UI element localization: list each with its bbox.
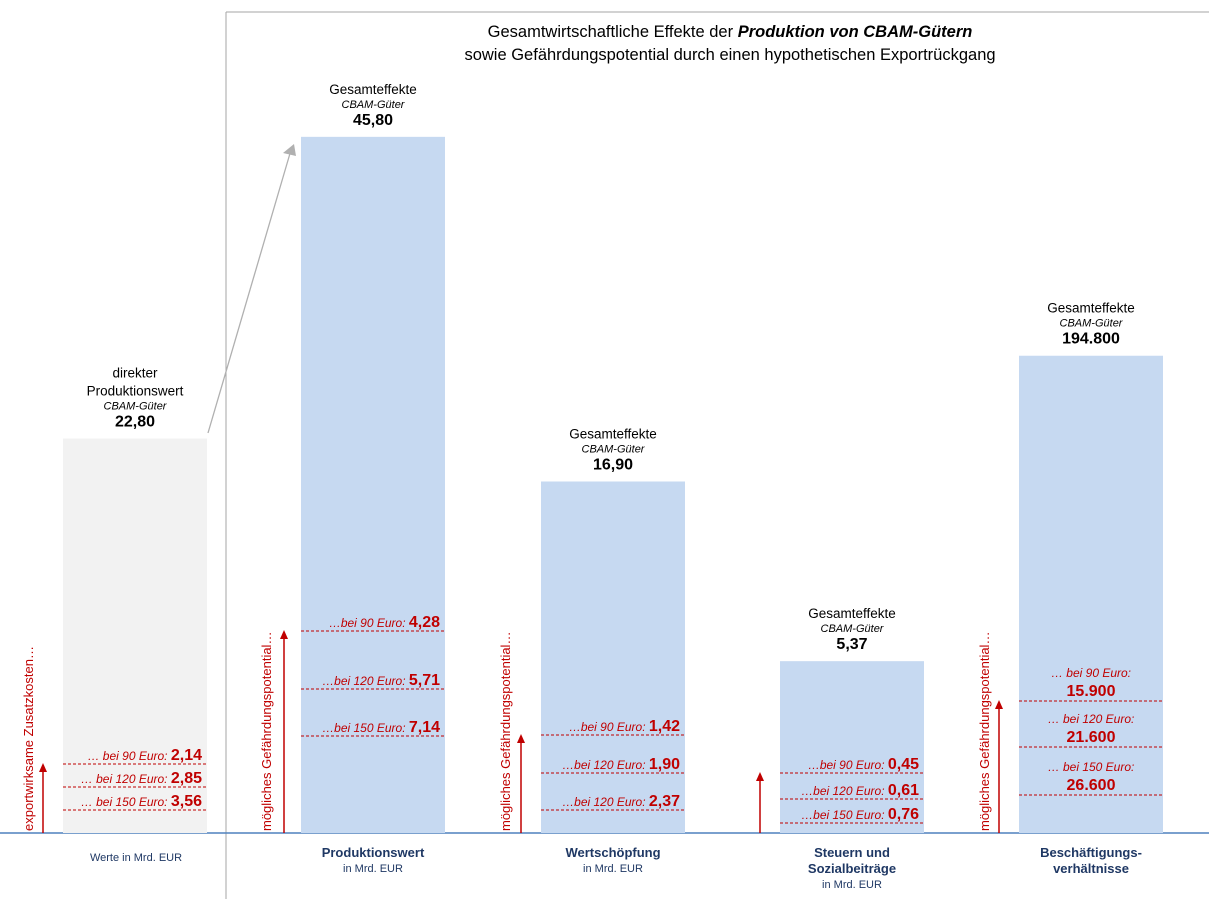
scenario-text: …bei 90 Euro:	[329, 616, 409, 630]
bar-header-direct: Produktionswert	[87, 384, 184, 399]
scenario-value: 1,90	[649, 756, 680, 773]
bar-value-steuern: 5,37	[836, 636, 867, 653]
scenario-text: …bei 120 Euro:	[562, 758, 649, 772]
bar-value-wertschoepfung: 16,90	[593, 456, 633, 473]
bar-sub-wertschoepfung: CBAM-Güter	[582, 443, 646, 455]
bar-header-direct: direkter	[112, 366, 158, 381]
arrow-head-wertschoepfung	[517, 734, 525, 743]
chart-title-emphasis: Produktion von CBAM-Gütern	[738, 23, 973, 41]
bar-sub-produktionswert: CBAM-Güter	[342, 99, 406, 111]
bar-produktionswert	[301, 136, 445, 834]
chart-title-prefix: Gesamtwirtschaftliche Effekte der	[488, 23, 738, 41]
unit-label-steuern: in Mrd. EUR	[822, 879, 882, 891]
scenario-text: …bei 90 Euro:	[569, 720, 649, 734]
scenario-text: …bei 90 Euro:	[808, 758, 888, 772]
scenario-value: 5,71	[409, 672, 440, 689]
scenario-value: 3,56	[171, 793, 202, 810]
scenario-value: 0,45	[888, 756, 919, 773]
scenario-label-beschaeftigung: … bei 120 Euro:	[1048, 712, 1135, 726]
bar-header-wertschoepfung: Gesamteffekte	[569, 426, 657, 441]
scenario-value-beschaeftigung: 21.600	[1067, 729, 1116, 746]
bar-header-beschaeftigung: Gesamteffekte	[1047, 301, 1135, 316]
scenario-value-beschaeftigung: 15.900	[1067, 683, 1116, 700]
scenario-text: … bei 120 Euro:	[81, 772, 171, 786]
bar-sub-beschaeftigung: CBAM-Güter	[1060, 318, 1124, 330]
scenario-label-wertschoepfung: …bei 120 Euro: 2,37	[562, 793, 680, 810]
bars-layer: 22,80CBAM-GüterProduktionswertdirekter… …	[21, 82, 1163, 891]
scenario-value: 0,61	[888, 782, 919, 799]
bar-value-direct: 22,80	[115, 414, 155, 431]
bar-value-beschaeftigung: 194.800	[1062, 331, 1120, 348]
side-label-direct: exportwirksame Zusatzkosten…	[21, 646, 36, 831]
category-label-steuern: Sozialbeiträge	[808, 861, 896, 876]
scenario-text: …bei 120 Euro:	[322, 674, 409, 688]
scenario-text: …bei 120 Euro:	[562, 795, 649, 809]
scenario-label-produktionswert: …bei 120 Euro: 5,71	[322, 672, 440, 689]
unit-label-produktionswert: in Mrd. EUR	[343, 863, 403, 875]
scenario-value: 2,37	[649, 793, 680, 810]
side-label-beschaeftigung: mögliches Gefährdungspotential…	[977, 632, 992, 831]
scenario-label-steuern: …bei 90 Euro: 0,45	[808, 756, 919, 773]
connector-arrow	[207, 149, 292, 434]
scenario-label-produktionswert: …bei 90 Euro: 4,28	[329, 614, 440, 631]
units-note: Werte in Mrd. EUR	[90, 852, 182, 864]
category-label-steuern: Steuern und	[814, 845, 890, 860]
category-label-wertschoepfung: Wertschöpfung	[565, 845, 660, 860]
bar-direct	[63, 438, 207, 833]
scenario-label-wertschoepfung: …bei 90 Euro: 1,42	[569, 718, 680, 735]
category-label-beschaeftigung: Beschäftigungs-	[1040, 845, 1142, 860]
bar-sub-direct: CBAM-Güter	[104, 401, 168, 413]
bar-beschaeftigung	[1019, 355, 1163, 833]
chart-title-line-1: Gesamtwirtschaftliche Effekte der Produk…	[488, 23, 973, 41]
scenario-label-steuern: …bei 120 Euro: 0,61	[801, 782, 919, 799]
scenario-label-direct: … bei 90 Euro: 2,14	[87, 747, 202, 764]
scenario-value: 1,42	[649, 718, 680, 735]
arrow-head-steuern	[756, 772, 764, 781]
bar-steuern	[780, 661, 924, 833]
side-label-wertschoepfung: mögliches Gefährdungspotential…	[498, 632, 513, 831]
scenario-text: … bei 150 Euro:	[81, 795, 171, 809]
arrow-head-direct	[39, 763, 47, 772]
bar-wertschoepfung	[541, 481, 685, 833]
scenario-text: …bei 150 Euro:	[801, 808, 888, 822]
category-label-beschaeftigung: verhältnisse	[1053, 861, 1129, 876]
scenario-value: 2,85	[171, 770, 202, 787]
scenario-value-beschaeftigung: 26.600	[1067, 777, 1116, 794]
connector-arrow-head	[283, 144, 296, 156]
scenario-value: 4,28	[409, 614, 440, 631]
bar-header-steuern: Gesamteffekte	[808, 606, 896, 621]
chart-title-line-2: sowie Gefährdungspotential durch einen h…	[464, 46, 995, 64]
scenario-label-direct: … bei 120 Euro: 2,85	[81, 770, 202, 787]
scenario-value: 0,76	[888, 806, 919, 823]
scenario-label-direct: … bei 150 Euro: 3,56	[81, 793, 202, 810]
category-label-produktionswert: Produktionswert	[322, 845, 425, 860]
scenario-value: 2,14	[171, 747, 202, 764]
unit-label-wertschoepfung: in Mrd. EUR	[583, 863, 643, 875]
arrow-head-produktionswert	[280, 630, 288, 639]
arrow-head-beschaeftigung	[995, 700, 1003, 709]
scenario-text: …bei 150 Euro:	[322, 721, 409, 735]
scenario-label-beschaeftigung: … bei 150 Euro:	[1048, 760, 1135, 774]
scenario-text: …bei 120 Euro:	[801, 784, 888, 798]
scenario-text: … bei 90 Euro:	[87, 749, 170, 763]
side-label-produktionswert: mögliches Gefährdungspotential…	[259, 632, 274, 831]
bar-value-produktionswert: 45,80	[353, 112, 393, 129]
scenario-label-steuern: …bei 150 Euro: 0,76	[801, 806, 919, 823]
bar-header-produktionswert: Gesamteffekte	[329, 82, 417, 97]
scenario-value: 7,14	[409, 719, 440, 736]
scenario-label-wertschoepfung: …bei 120 Euro: 1,90	[562, 756, 680, 773]
scenario-label-produktionswert: …bei 150 Euro: 7,14	[322, 719, 440, 736]
bar-sub-steuern: CBAM-Güter	[821, 623, 885, 635]
scenario-label-beschaeftigung: … bei 90 Euro:	[1051, 666, 1131, 680]
